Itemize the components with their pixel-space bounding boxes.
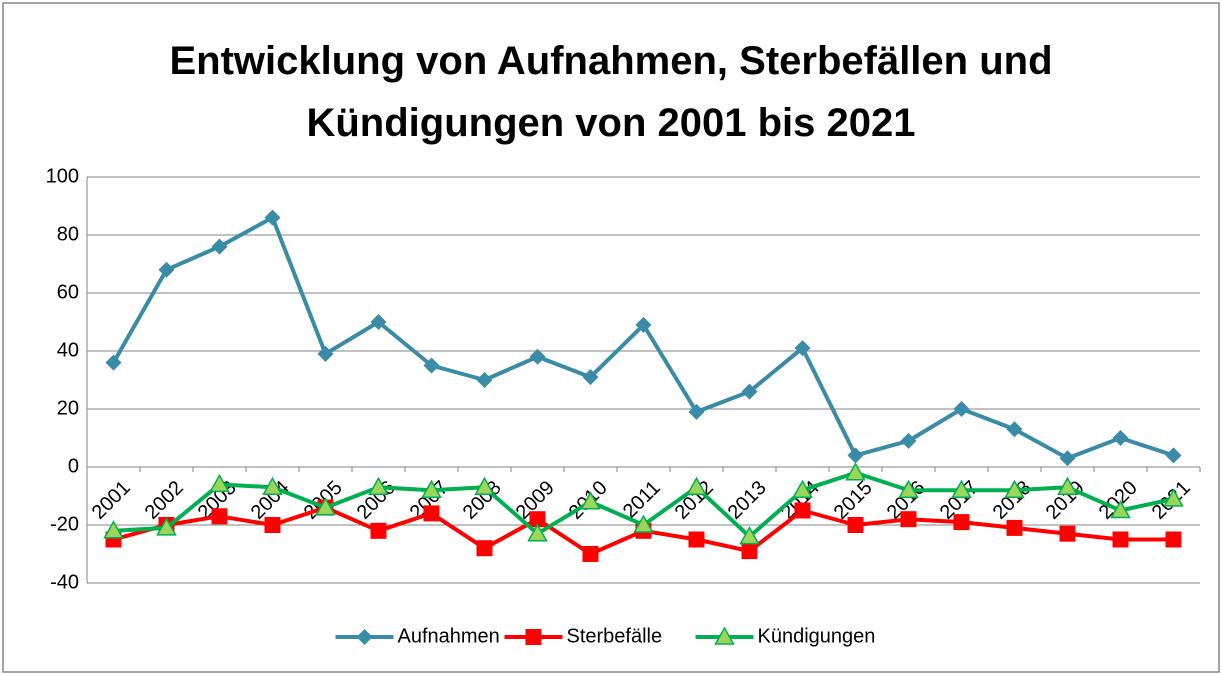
marker xyxy=(156,517,177,536)
marker xyxy=(423,505,440,522)
y-tick-label: -40 xyxy=(50,571,79,593)
marker xyxy=(792,479,813,498)
marker xyxy=(633,514,654,533)
marker xyxy=(741,383,758,400)
marker xyxy=(900,511,917,528)
marker xyxy=(527,523,548,542)
marker xyxy=(847,447,864,464)
marker xyxy=(580,491,601,510)
legend-label: Kündigungen xyxy=(758,625,876,647)
marker xyxy=(529,511,546,528)
y-tick-label: 0 xyxy=(68,455,79,477)
marker xyxy=(1165,531,1182,548)
marker xyxy=(211,508,228,525)
marker xyxy=(714,626,735,645)
marker xyxy=(264,209,281,226)
marker xyxy=(635,316,652,333)
marker xyxy=(953,401,970,417)
marker xyxy=(582,546,599,562)
marker xyxy=(423,357,440,374)
legend-label: Sterbefälle xyxy=(567,625,663,647)
marker xyxy=(847,517,864,533)
marker xyxy=(476,372,493,388)
marker xyxy=(1112,430,1129,446)
marker xyxy=(370,314,387,330)
y-tick-label: 20 xyxy=(57,397,79,419)
marker xyxy=(1165,447,1182,464)
y-tick-label: 80 xyxy=(57,223,79,245)
marker xyxy=(158,261,175,278)
marker xyxy=(739,526,760,545)
y-tick-label: 40 xyxy=(57,339,79,361)
y-tick-label: -20 xyxy=(50,513,79,535)
marker xyxy=(317,345,334,362)
marker xyxy=(794,340,811,357)
marker xyxy=(1059,525,1076,542)
marker xyxy=(1059,450,1076,467)
marker xyxy=(103,520,124,539)
marker xyxy=(368,476,389,496)
marker xyxy=(953,514,970,531)
legend-label: Aufnahmen xyxy=(398,625,500,647)
marker xyxy=(421,479,442,498)
marker xyxy=(582,369,599,386)
marker xyxy=(356,629,373,645)
marker xyxy=(211,238,228,255)
marker xyxy=(845,462,866,481)
marker xyxy=(264,517,281,533)
marker xyxy=(529,348,546,365)
marker xyxy=(474,476,495,496)
marker xyxy=(1004,479,1025,498)
marker xyxy=(794,502,811,519)
marker xyxy=(525,629,542,645)
marker xyxy=(262,476,283,496)
marker xyxy=(688,531,705,548)
marker xyxy=(1006,519,1023,536)
y-tick-label: 100 xyxy=(46,165,79,187)
marker xyxy=(476,540,493,557)
marker xyxy=(1110,499,1131,519)
marker xyxy=(370,522,387,539)
marker xyxy=(209,473,230,493)
marker xyxy=(688,403,705,420)
marker xyxy=(105,354,122,371)
marker xyxy=(315,497,336,516)
marker xyxy=(1112,531,1129,548)
marker xyxy=(1163,488,1184,507)
chart-title: Entwicklung von Aufnahmen, Sterbefällen … xyxy=(169,39,1053,145)
marker xyxy=(741,543,758,560)
marker xyxy=(1006,421,1023,438)
y-tick-label: 60 xyxy=(57,281,79,303)
marker xyxy=(951,479,972,498)
marker xyxy=(1057,476,1078,496)
marker xyxy=(898,479,919,498)
marker xyxy=(686,476,707,496)
marker xyxy=(900,432,917,449)
